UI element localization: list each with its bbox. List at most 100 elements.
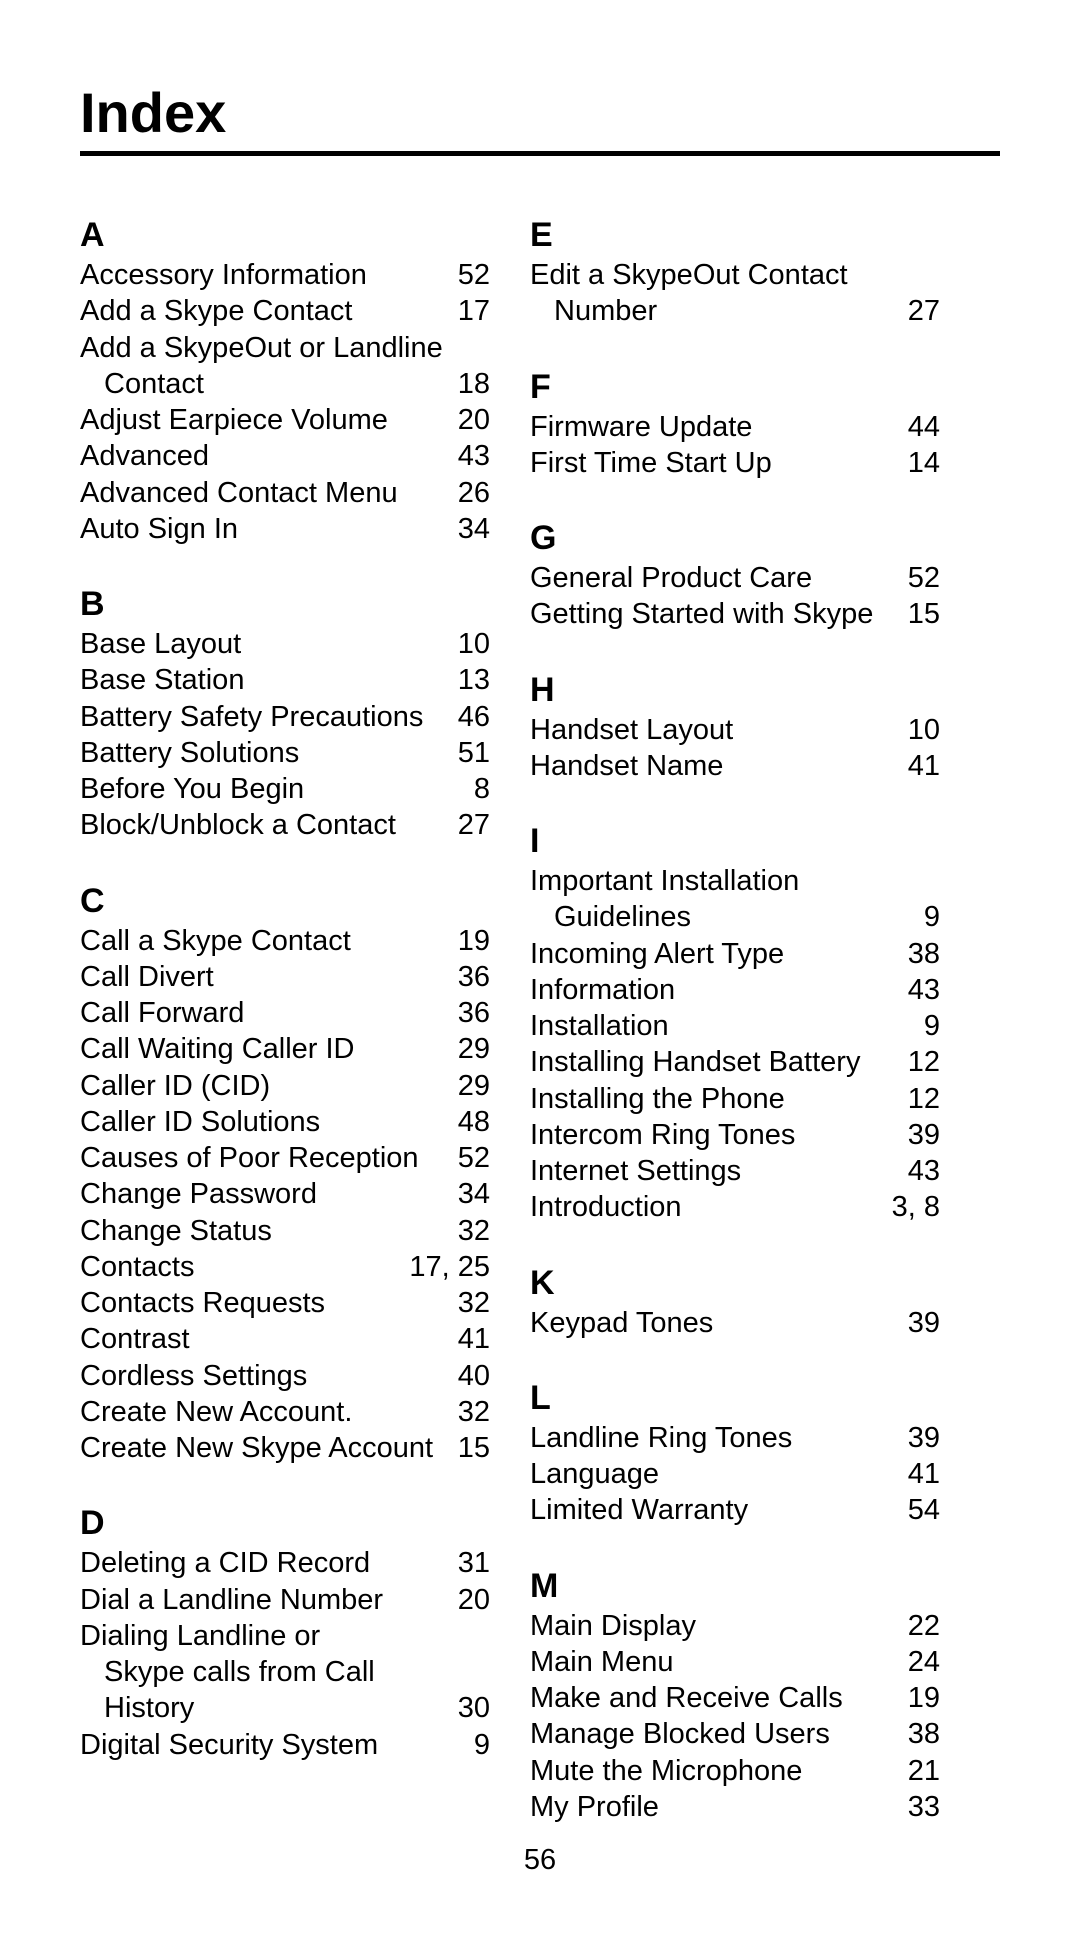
index-term: Installing Handset Battery [530, 1044, 908, 1080]
index-entry: Contact18 [80, 366, 490, 402]
index-term: Handset Name [530, 748, 908, 784]
index-pages: 22 [908, 1608, 940, 1644]
index-term: Battery Solutions [80, 735, 458, 771]
index-pages: 19 [458, 923, 490, 959]
index-pages: 43 [908, 972, 940, 1008]
index-pages: 12 [908, 1044, 940, 1080]
index-term: Handset Layout [530, 712, 908, 748]
index-term: Incoming Alert Type [530, 936, 908, 972]
index-entry: Advanced Contact Menu26 [80, 475, 490, 511]
index-pages: 27 [908, 293, 940, 329]
index-section: EEdit a SkypeOut ContactNumber27 [530, 216, 940, 330]
index-letter: I [530, 822, 940, 861]
index-term: Dialing Landline or [80, 1618, 490, 1654]
index-entry: Installing the Phone12 [530, 1081, 940, 1117]
index-term: First Time Start Up [530, 445, 908, 481]
index-entry: Call a Skype Contact19 [80, 923, 490, 959]
index-entry: First Time Start Up14 [530, 445, 940, 481]
index-entry: Skype calls from Call History30 [80, 1654, 490, 1727]
index-entry: Limited Warranty54 [530, 1492, 940, 1528]
index-term: Important Installation [530, 863, 940, 899]
index-entry: Introduction3, 8 [530, 1189, 940, 1225]
index-entry: Dial a Landline Number20 [80, 1582, 490, 1618]
index-pages: 3, 8 [892, 1189, 940, 1225]
index-entry: Dialing Landline or [80, 1618, 490, 1654]
index-pages: 39 [908, 1305, 940, 1341]
index-entry: Create New Skype Account15 [80, 1430, 490, 1466]
index-pages: 46 [458, 699, 490, 735]
index-pages: 34 [458, 1176, 490, 1212]
index-pages: 27 [458, 807, 490, 843]
index-term: Battery Safety Precautions [80, 699, 458, 735]
index-term: Guidelines [530, 899, 924, 935]
page-number: 56 [0, 1844, 1080, 1877]
index-term: Make and Receive Calls [530, 1680, 908, 1716]
index-pages: 19 [908, 1680, 940, 1716]
index-section: KKeypad Tones39 [530, 1264, 940, 1341]
index-term: Base Station [80, 662, 458, 698]
index-term: Causes of Poor Reception [80, 1140, 458, 1176]
index-pages: 20 [458, 402, 490, 438]
index-entry: Caller ID Solutions48 [80, 1104, 490, 1140]
index-letter: F [530, 368, 940, 407]
index-term: Internet Settings [530, 1153, 908, 1189]
index-pages: 26 [458, 475, 490, 511]
index-term: Create New Skype Account [80, 1430, 458, 1466]
index-pages: 31 [458, 1545, 490, 1581]
index-term: Skype calls from Call History [80, 1654, 458, 1727]
index-term: Main Menu [530, 1644, 908, 1680]
index-term: Call a Skype Contact [80, 923, 458, 959]
index-entry: Language41 [530, 1456, 940, 1492]
index-term: Add a Skype Contact [80, 293, 458, 329]
index-entry: Contacts17, 25 [80, 1249, 490, 1285]
index-pages: 39 [908, 1420, 940, 1456]
index-entry: Installing Handset Battery12 [530, 1044, 940, 1080]
index-letter: B [80, 585, 490, 624]
index-entry: Handset Layout10 [530, 712, 940, 748]
index-pages: 41 [458, 1321, 490, 1357]
index-entry: Firmware Update44 [530, 409, 940, 445]
index-pages: 8 [474, 771, 490, 807]
index-pages: 13 [458, 662, 490, 698]
index-section: BBase Layout10Base Station13Battery Safe… [80, 585, 490, 844]
index-pages: 10 [458, 626, 490, 662]
index-term: Installing the Phone [530, 1081, 908, 1117]
index-pages: 29 [458, 1031, 490, 1067]
index-term: Call Divert [80, 959, 458, 995]
index-section: HHandset Layout10Handset Name41 [530, 671, 940, 785]
index-entry: Adjust Earpiece Volume20 [80, 402, 490, 438]
index-pages: 29 [458, 1068, 490, 1104]
index-pages: 52 [908, 560, 940, 596]
index-term: Firmware Update [530, 409, 908, 445]
index-entry: Battery Safety Precautions46 [80, 699, 490, 735]
index-pages: 39 [908, 1117, 940, 1153]
index-term: Caller ID (CID) [80, 1068, 458, 1104]
index-pages: 34 [458, 511, 490, 547]
index-term: Limited Warranty [530, 1492, 908, 1528]
index-entry: Advanced43 [80, 438, 490, 474]
index-pages: 9 [924, 899, 940, 935]
index-letter: A [80, 216, 490, 255]
page-title: Index [80, 80, 1000, 156]
index-entry: Contacts Requests32 [80, 1285, 490, 1321]
index-entry: Make and Receive Calls19 [530, 1680, 940, 1716]
index-entry: General Product Care52 [530, 560, 940, 596]
index-column: AAccessory Information52Add a Skype Cont… [80, 216, 490, 1863]
index-entry: Change Status32 [80, 1213, 490, 1249]
index-pages: 52 [458, 257, 490, 293]
index-term: Caller ID Solutions [80, 1104, 458, 1140]
index-letter: K [530, 1264, 940, 1303]
index-term: General Product Care [530, 560, 908, 596]
index-term: Call Waiting Caller ID [80, 1031, 458, 1067]
index-pages: 15 [908, 596, 940, 632]
index-pages: 20 [458, 1582, 490, 1618]
index-pages: 30 [458, 1690, 490, 1726]
index-term: Deleting a CID Record [80, 1545, 458, 1581]
index-entry: Getting Started with Skype15 [530, 596, 940, 632]
index-pages: 38 [908, 1716, 940, 1752]
index-pages: 38 [908, 936, 940, 972]
index-letter: H [530, 671, 940, 710]
index-entry: Intercom Ring Tones39 [530, 1117, 940, 1153]
index-columns: AAccessory Information52Add a Skype Cont… [80, 216, 1000, 1863]
index-term: Call Forward [80, 995, 458, 1031]
